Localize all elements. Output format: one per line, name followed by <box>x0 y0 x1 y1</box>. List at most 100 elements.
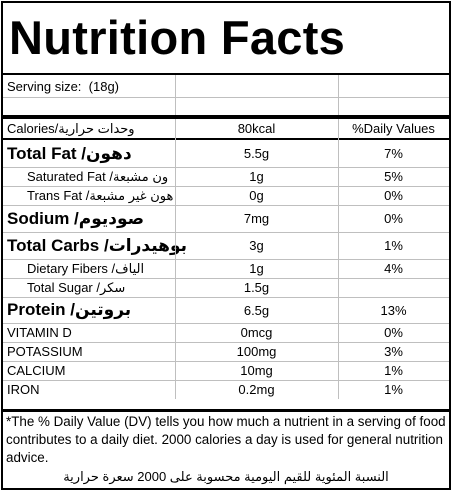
serving-label: Serving size: (18g) <box>3 75 175 97</box>
nutrient-amount: 6.5g <box>243 302 270 318</box>
nutrient-name: Total Carbs / <box>7 235 109 255</box>
nutrient-row: Sodium / صوديوم 7mg 0% <box>3 205 449 232</box>
nutrient-name: Total Fat / <box>7 143 87 163</box>
nutrient-amount: 1g <box>249 169 264 184</box>
nutrient-name-arabic: الياف <box>115 260 145 276</box>
nutrient-name-cell: IRON <box>3 380 175 399</box>
row-divider <box>3 259 449 260</box>
row-divider <box>3 186 449 187</box>
nutrient-name-arabic: صوديوم <box>78 208 145 228</box>
nutrient-daily-value: 7% <box>384 146 403 161</box>
row-divider <box>3 205 449 206</box>
serving-size-label: Serving size: <box>7 78 82 94</box>
row-divider <box>3 278 449 279</box>
row-divider <box>3 97 449 98</box>
row-divider <box>3 297 449 298</box>
nutrient-amount: 100mg <box>236 344 277 359</box>
nutrient-row: Total Carbs / بوهيدرات 3g 1% <box>3 232 449 259</box>
nutrient-name-arabic: دهون <box>86 143 132 163</box>
row-divider <box>3 323 449 324</box>
nutrient-amount: 7mg <box>243 211 270 226</box>
footer-rule <box>3 409 449 412</box>
row-divider <box>3 232 449 233</box>
serving-size-value: (18g) <box>88 78 120 94</box>
nutrient-name-arabic: سكر <box>100 279 126 295</box>
nutrient-row: CALCIUM 10mg 1% <box>3 361 449 380</box>
row-divider <box>3 342 449 343</box>
nutrient-daily-value: 0% <box>384 211 403 226</box>
col-divider <box>338 75 339 115</box>
col-divider <box>338 119 339 399</box>
title-rule <box>3 73 449 75</box>
nutrient-name-arabic: بوهيدرات <box>108 235 187 255</box>
nutrient-amount: 0.2mg <box>238 382 275 397</box>
nutrient-name-cell: Total Carbs / بوهيدرات <box>3 232 187 259</box>
nutrient-daily-value: 0% <box>384 188 403 203</box>
nutrient-name-cell: Sodium / صوديوم <box>3 205 175 232</box>
nutrient-name: Total Sugar / <box>27 280 100 295</box>
nutrient-row: Total Sugar / سكر 1.5g <box>3 278 449 297</box>
nutrient-name: CALCIUM <box>7 363 66 378</box>
calories-label-cell: Calories/وحدات حرارية <box>3 119 175 138</box>
nutrient-name-cell: Saturated Fat / ون مشبعة <box>3 167 175 186</box>
daily-value-footnote: *The % Daily Value (DV) tells you how mu… <box>6 414 446 465</box>
nutrient-daily-value: 3% <box>384 344 403 359</box>
nutrient-name: Sodium / <box>7 208 79 228</box>
daily-values-header: %Daily Values <box>352 121 435 136</box>
calories-label-arabic: وحدات حرارية <box>58 120 135 136</box>
row-divider <box>3 167 449 168</box>
nutrient-amount: 10mg <box>240 363 273 378</box>
nutrient-amount: 3g <box>249 238 264 253</box>
nutrient-name: IRON <box>7 382 40 397</box>
nutrient-row: Trans Fat / هون غير مشبعة 0g 0% <box>3 186 449 205</box>
nutrient-name-arabic: بروتين <box>75 300 132 319</box>
col-divider <box>175 119 176 399</box>
nutrient-name: Dietary Fibers / <box>27 261 116 276</box>
nutrient-row: Saturated Fat / ون مشبعة 1g 5% <box>3 167 449 186</box>
nutrient-daily-value: 13% <box>380 302 407 318</box>
nutrient-amount: 5.5g <box>243 146 270 161</box>
nutrient-daily-value: 1% <box>384 363 403 378</box>
nutrient-daily-value: 0% <box>384 325 403 340</box>
nutrient-daily-value: 1% <box>384 382 403 397</box>
thick-rule <box>3 115 449 119</box>
nutrient-name-cell: Protein / بروتين <box>3 297 175 323</box>
nutrient-name-cell: Total Fat / دهون <box>3 140 175 167</box>
calories-amount: 80kcal <box>237 121 276 136</box>
nutrient-daily-value: 4% <box>384 261 403 276</box>
nutrient-row: Dietary Fibers / الياف 1g 4% <box>3 259 449 278</box>
nutrient-row: POTASSIUM 100mg 3% <box>3 342 449 361</box>
nutrient-name-arabic: ون مشبعة <box>113 168 169 184</box>
nutrient-name: Saturated Fat / <box>27 169 113 184</box>
nutrient-name: POTASSIUM <box>7 344 83 359</box>
nutrient-name-cell: POTASSIUM <box>3 342 175 361</box>
nutrient-name-cell: Total Sugar / سكر <box>3 278 175 297</box>
header-rule <box>3 138 449 140</box>
nutrition-title: Nutrition Facts <box>9 11 346 64</box>
nutrient-row: VITAMIN D 0mcg 0% <box>3 323 449 342</box>
calories-row: Calories/وحدات حرارية 80kcal %Daily Valu… <box>3 119 449 138</box>
calories-label: Calories/ <box>7 121 59 136</box>
col-divider <box>175 75 176 115</box>
serving-row: Serving size: (18g) <box>3 75 449 97</box>
nutrient-name-cell: CALCIUM <box>3 361 175 380</box>
nutrient-daily-value <box>338 278 449 297</box>
nutrient-name: VITAMIN D <box>7 325 72 340</box>
nutrient-amount: 0mcg <box>240 325 273 340</box>
footnote-arabic: النسبة المئوية للقيم اليومية محسوبة على … <box>63 469 389 484</box>
nutrient-amount: 0g <box>249 188 264 203</box>
nutrient-row: IRON 0.2mg 1% <box>3 380 449 399</box>
nutrient-name: Protein / <box>7 300 76 319</box>
nutrient-name-cell: Dietary Fibers / الياف <box>3 259 175 278</box>
nutrient-amount: 1g <box>249 261 264 276</box>
nutrient-amount: 1.5g <box>243 280 270 295</box>
row-divider <box>3 361 449 362</box>
row-divider <box>3 380 449 381</box>
nutrient-daily-value: 1% <box>384 238 403 253</box>
nutrient-name: Trans Fat / <box>27 188 90 203</box>
nutrient-row: Total Fat / دهون 5.5g 7% <box>3 140 449 167</box>
nutrient-name-arabic: هون غير مشبعة <box>89 187 174 203</box>
nutrient-name-cell: VITAMIN D <box>3 323 175 342</box>
nutrient-name-cell: Trans Fat / هون غير مشبعة <box>3 186 175 205</box>
